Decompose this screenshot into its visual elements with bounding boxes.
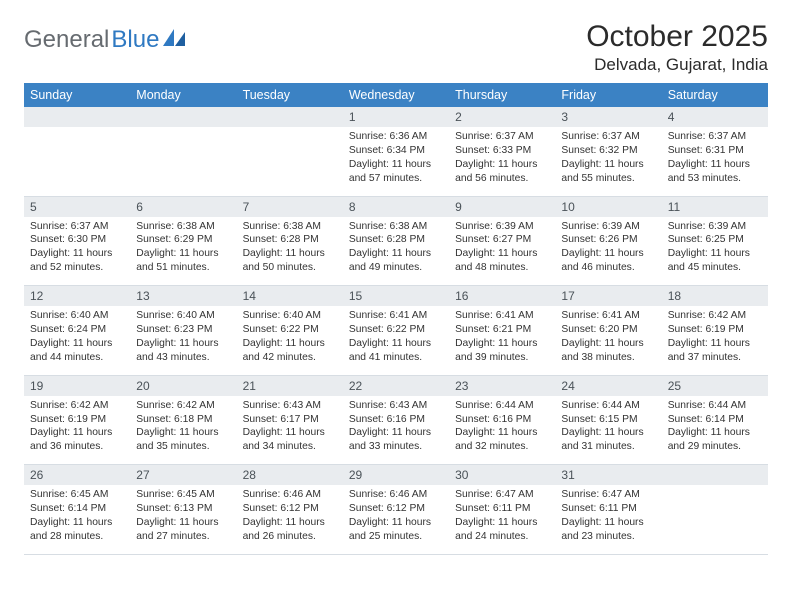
day-number-cell: 1 — [343, 107, 449, 127]
day-header: Friday — [555, 83, 661, 107]
day-detail-cell: Sunrise: 6:41 AMSunset: 6:21 PMDaylight:… — [449, 306, 555, 375]
day-number-cell — [130, 107, 236, 127]
day-number-cell — [662, 465, 768, 486]
day-detail-cell: Sunrise: 6:43 AMSunset: 6:17 PMDaylight:… — [237, 396, 343, 465]
day-detail-cell: Sunrise: 6:47 AMSunset: 6:11 PMDaylight:… — [555, 485, 661, 554]
day-detail-cell: Sunrise: 6:42 AMSunset: 6:19 PMDaylight:… — [662, 306, 768, 375]
day-number-cell: 25 — [662, 375, 768, 396]
day-number-cell: 7 — [237, 196, 343, 217]
day-header: Saturday — [662, 83, 768, 107]
day-number-cell: 23 — [449, 375, 555, 396]
day-detail-cell: Sunrise: 6:37 AMSunset: 6:32 PMDaylight:… — [555, 127, 661, 196]
day-number-cell: 15 — [343, 286, 449, 307]
day-number-cell: 11 — [662, 196, 768, 217]
day-detail-cell: Sunrise: 6:40 AMSunset: 6:23 PMDaylight:… — [130, 306, 236, 375]
day-number-cell: 3 — [555, 107, 661, 127]
day-detail-cell: Sunrise: 6:42 AMSunset: 6:18 PMDaylight:… — [130, 396, 236, 465]
month-title: October 2025 — [586, 20, 768, 53]
daynum-row: 262728293031 — [24, 465, 768, 486]
detail-row: Sunrise: 6:45 AMSunset: 6:14 PMDaylight:… — [24, 485, 768, 554]
day-detail-cell: Sunrise: 6:44 AMSunset: 6:14 PMDaylight:… — [662, 396, 768, 465]
day-number-cell: 26 — [24, 465, 130, 486]
logo: GeneralBlue — [24, 20, 185, 54]
header: GeneralBlue October 2025 Delvada, Gujara… — [24, 20, 768, 75]
detail-row: Sunrise: 6:37 AMSunset: 6:30 PMDaylight:… — [24, 217, 768, 286]
day-number-cell: 24 — [555, 375, 661, 396]
day-number-cell: 27 — [130, 465, 236, 486]
day-detail-cell: Sunrise: 6:39 AMSunset: 6:26 PMDaylight:… — [555, 217, 661, 286]
calendar-body: 1234 Sunrise: 6:36 AMSunset: 6:34 PMDayl… — [24, 107, 768, 554]
day-detail-cell — [237, 127, 343, 196]
location: Delvada, Gujarat, India — [586, 55, 768, 75]
day-detail-cell: Sunrise: 6:44 AMSunset: 6:16 PMDaylight:… — [449, 396, 555, 465]
day-detail-cell — [24, 127, 130, 196]
day-header: Monday — [130, 83, 236, 107]
day-number-cell: 28 — [237, 465, 343, 486]
day-detail-cell — [130, 127, 236, 196]
calendar-header-row: SundayMondayTuesdayWednesdayThursdayFrid… — [24, 83, 768, 107]
daynum-row: 12131415161718 — [24, 286, 768, 307]
day-number-cell: 8 — [343, 196, 449, 217]
daynum-row: 19202122232425 — [24, 375, 768, 396]
day-number-cell: 6 — [130, 196, 236, 217]
day-number-cell: 2 — [449, 107, 555, 127]
day-number-cell: 9 — [449, 196, 555, 217]
day-detail-cell: Sunrise: 6:39 AMSunset: 6:27 PMDaylight:… — [449, 217, 555, 286]
day-detail-cell: Sunrise: 6:47 AMSunset: 6:11 PMDaylight:… — [449, 485, 555, 554]
day-detail-cell: Sunrise: 6:40 AMSunset: 6:24 PMDaylight:… — [24, 306, 130, 375]
day-detail-cell — [662, 485, 768, 554]
day-number-cell: 4 — [662, 107, 768, 127]
day-detail-cell: Sunrise: 6:45 AMSunset: 6:13 PMDaylight:… — [130, 485, 236, 554]
day-number-cell: 30 — [449, 465, 555, 486]
day-number-cell — [24, 107, 130, 127]
day-header: Sunday — [24, 83, 130, 107]
day-number-cell: 5 — [24, 196, 130, 217]
detail-row: Sunrise: 6:40 AMSunset: 6:24 PMDaylight:… — [24, 306, 768, 375]
day-detail-cell: Sunrise: 6:36 AMSunset: 6:34 PMDaylight:… — [343, 127, 449, 196]
day-number-cell — [237, 107, 343, 127]
day-number-cell: 22 — [343, 375, 449, 396]
calendar-table: SundayMondayTuesdayWednesdayThursdayFrid… — [24, 83, 768, 555]
day-number-cell: 21 — [237, 375, 343, 396]
day-detail-cell: Sunrise: 6:41 AMSunset: 6:22 PMDaylight:… — [343, 306, 449, 375]
title-block: October 2025 Delvada, Gujarat, India — [586, 20, 768, 75]
day-number-cell: 20 — [130, 375, 236, 396]
detail-row: Sunrise: 6:42 AMSunset: 6:19 PMDaylight:… — [24, 396, 768, 465]
day-detail-cell: Sunrise: 6:41 AMSunset: 6:20 PMDaylight:… — [555, 306, 661, 375]
daynum-row: 567891011 — [24, 196, 768, 217]
day-detail-cell: Sunrise: 6:37 AMSunset: 6:31 PMDaylight:… — [662, 127, 768, 196]
day-detail-cell: Sunrise: 6:40 AMSunset: 6:22 PMDaylight:… — [237, 306, 343, 375]
day-detail-cell: Sunrise: 6:42 AMSunset: 6:19 PMDaylight:… — [24, 396, 130, 465]
detail-row: Sunrise: 6:36 AMSunset: 6:34 PMDaylight:… — [24, 127, 768, 196]
calendar-page: GeneralBlue October 2025 Delvada, Gujara… — [0, 0, 792, 575]
logo-text-1: General — [24, 26, 109, 54]
day-header: Tuesday — [237, 83, 343, 107]
day-header: Thursday — [449, 83, 555, 107]
day-detail-cell: Sunrise: 6:38 AMSunset: 6:28 PMDaylight:… — [237, 217, 343, 286]
day-detail-cell: Sunrise: 6:46 AMSunset: 6:12 PMDaylight:… — [343, 485, 449, 554]
logo-text-2: Blue — [111, 26, 159, 54]
day-number-cell: 14 — [237, 286, 343, 307]
day-detail-cell: Sunrise: 6:38 AMSunset: 6:29 PMDaylight:… — [130, 217, 236, 286]
day-number-cell: 12 — [24, 286, 130, 307]
daynum-row: 1234 — [24, 107, 768, 127]
day-detail-cell: Sunrise: 6:37 AMSunset: 6:30 PMDaylight:… — [24, 217, 130, 286]
day-detail-cell: Sunrise: 6:46 AMSunset: 6:12 PMDaylight:… — [237, 485, 343, 554]
day-detail-cell: Sunrise: 6:38 AMSunset: 6:28 PMDaylight:… — [343, 217, 449, 286]
day-number-cell: 10 — [555, 196, 661, 217]
day-detail-cell: Sunrise: 6:44 AMSunset: 6:15 PMDaylight:… — [555, 396, 661, 465]
day-header: Wednesday — [343, 83, 449, 107]
day-number-cell: 18 — [662, 286, 768, 307]
day-detail-cell: Sunrise: 6:37 AMSunset: 6:33 PMDaylight:… — [449, 127, 555, 196]
day-number-cell: 29 — [343, 465, 449, 486]
day-number-cell: 19 — [24, 375, 130, 396]
day-detail-cell: Sunrise: 6:39 AMSunset: 6:25 PMDaylight:… — [662, 217, 768, 286]
day-detail-cell: Sunrise: 6:43 AMSunset: 6:16 PMDaylight:… — [343, 396, 449, 465]
day-number-cell: 17 — [555, 286, 661, 307]
day-number-cell: 13 — [130, 286, 236, 307]
day-number-cell: 31 — [555, 465, 661, 486]
day-detail-cell: Sunrise: 6:45 AMSunset: 6:14 PMDaylight:… — [24, 485, 130, 554]
day-number-cell: 16 — [449, 286, 555, 307]
logo-sail-icon — [163, 26, 185, 54]
